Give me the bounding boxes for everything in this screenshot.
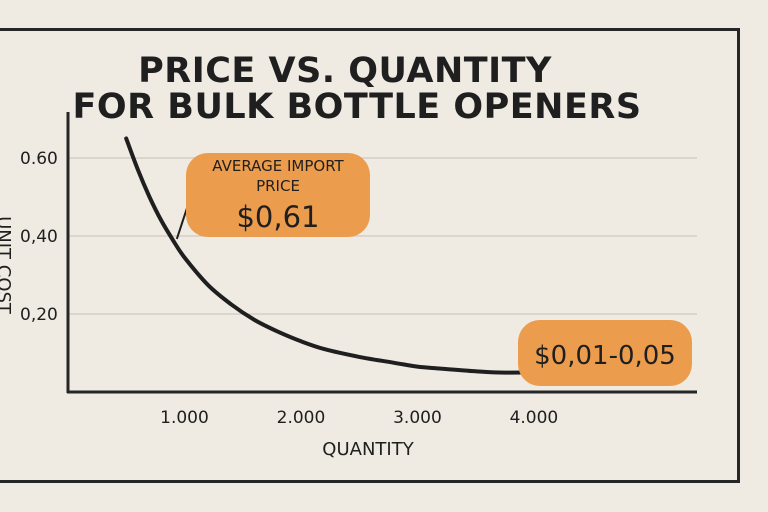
- y-tick-label: 0.60: [20, 149, 58, 169]
- callout-2: $0,01-0,05: [518, 320, 692, 386]
- x-tick-label: 4.000: [510, 408, 559, 428]
- chart-title-line-1: PRICE VS. QUANTITY: [138, 51, 552, 91]
- callout-box: [518, 320, 692, 386]
- y-tick-label: 0,40: [20, 227, 58, 247]
- axes: [66, 112, 697, 394]
- series-layer: [124, 136, 548, 375]
- chart-title: PRICE VS. QUANTITY FOR BULK BOTTLE OPENE…: [72, 51, 641, 127]
- x-tick-label: 2.000: [277, 408, 326, 428]
- x-tick-label: 1.000: [160, 408, 209, 428]
- annotations: AVERAGE IMPORT PRICE $0,61 $0,01-0,05: [175, 153, 692, 386]
- callout-value: $0,01-0,05: [534, 341, 676, 371]
- y-axis-title: UNIT COST: [0, 216, 14, 315]
- grid-lines: [68, 157, 697, 315]
- chart-title-line-2: FOR BULK BOTTLE OPENERS: [72, 87, 641, 127]
- callout-label-line: PRICE: [256, 177, 300, 195]
- callout-label-line: AVERAGE IMPORT: [212, 157, 344, 175]
- callout-box: [186, 153, 370, 237]
- x-axis-title: QUANTITY: [322, 439, 414, 460]
- y-tick-label: 0,20: [20, 305, 58, 325]
- callout-value: $0,61: [236, 200, 319, 234]
- chart-frame: [0, 28, 740, 483]
- callout-1: AVERAGE IMPORT PRICE $0,61: [175, 153, 370, 240]
- tick-labels: 0,20 0,40 0.60 1.000 2.000 3.000 4.000: [20, 149, 558, 428]
- price-curve: [124, 136, 548, 375]
- x-tick-label: 3.000: [393, 408, 442, 428]
